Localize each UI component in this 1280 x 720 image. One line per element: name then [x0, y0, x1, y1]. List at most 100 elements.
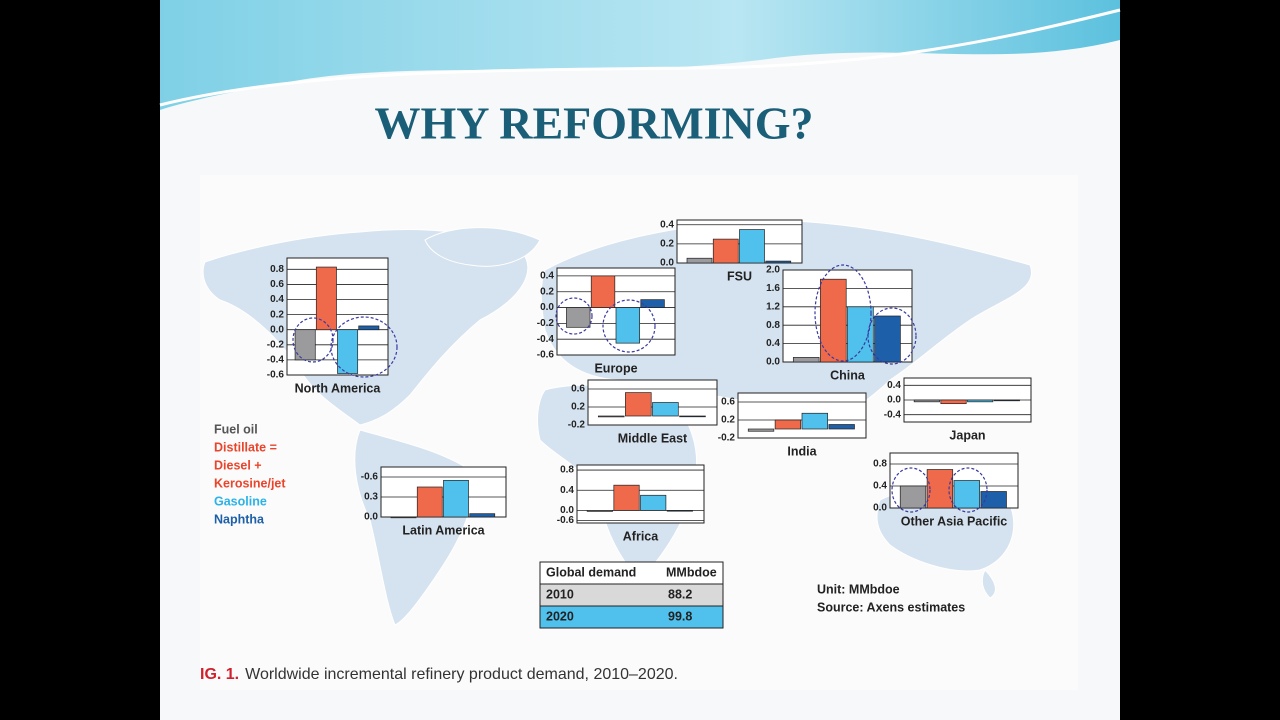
y-tick-label: 2.0	[766, 265, 780, 276]
bar	[640, 494, 667, 511]
bar	[993, 399, 1020, 402]
chart-title: Latin America	[402, 523, 485, 537]
y-tick-label: 0.3	[364, 492, 378, 503]
y-tick-label: 0.0	[560, 505, 574, 516]
y-tick-label: 0.2	[660, 239, 674, 250]
y-tick-label: 0.4	[540, 271, 554, 282]
bar	[712, 238, 739, 264]
bar	[566, 307, 591, 328]
table-cell: 99.8	[668, 609, 692, 623]
bar	[686, 257, 713, 264]
y-tick-label: 0.0	[766, 357, 780, 368]
y-tick-label: -0.2	[267, 339, 285, 350]
y-tick-label: 0.8	[270, 264, 284, 275]
y-tick-label: 0.4	[660, 219, 674, 230]
highlight-circle	[292, 317, 334, 363]
table-cell: 88.2	[668, 587, 692, 601]
caption: IG. 1. Worldwide incremental refinery pro…	[200, 666, 678, 683]
y-tick-label: -0.4	[884, 409, 902, 420]
caption-text: Worldwide incremental refinery product d…	[245, 666, 678, 683]
bar	[294, 329, 316, 361]
y-tick-label: -0.4	[537, 334, 555, 345]
y-tick-label: 1.2	[766, 301, 780, 312]
legend-entry: Distillate =	[214, 440, 277, 454]
bar	[416, 486, 443, 518]
highlight-circle	[814, 264, 872, 362]
y-tick-label: 0.0	[270, 324, 284, 335]
highlight-circle	[948, 467, 988, 513]
legend-entry: Fuel oil	[214, 422, 258, 436]
highlight-circle	[330, 316, 398, 378]
bar	[640, 299, 665, 308]
y-tick-label: 0.6	[270, 279, 284, 290]
y-tick-label: -0.6	[361, 472, 379, 483]
legend-entry: Diesel +	[214, 458, 262, 472]
y-tick-label: 0.0	[540, 302, 554, 313]
y-tick-label: 0.4	[887, 380, 901, 391]
bar	[443, 479, 469, 518]
y-tick-label: 0.4	[560, 485, 574, 496]
y-tick-label: 0.8	[873, 459, 887, 470]
bar	[337, 329, 359, 374]
y-tick-label: -0.6	[537, 350, 555, 361]
y-tick-label: 0.2	[571, 402, 585, 413]
legend-entry: Kerosine/jet	[214, 476, 286, 490]
bar	[980, 491, 1007, 509]
bar	[679, 415, 706, 418]
legend-entry: Gasoline	[214, 494, 267, 508]
bar	[967, 399, 994, 403]
bar	[666, 510, 693, 512]
y-tick-label: 0.0	[660, 258, 674, 269]
y-tick-label: 0.4	[873, 481, 887, 492]
chart-title: Middle East	[618, 431, 688, 445]
caption-label: IG. 1.	[200, 666, 239, 683]
y-tick-label: 0.0	[364, 512, 378, 523]
bar	[940, 399, 967, 405]
table-header: Global demand	[546, 565, 636, 579]
chart-title: Other Asia Pacific	[901, 514, 1008, 528]
bar	[747, 428, 775, 432]
y-tick-label: -0.6	[267, 370, 285, 381]
unit-note: Unit: MMbdoe	[817, 582, 900, 596]
bar	[899, 485, 927, 509]
bar	[801, 412, 828, 430]
y-tick-label: 0.2	[721, 415, 735, 426]
chart-title: Africa	[623, 529, 659, 543]
legend-entry: Naphtha	[214, 512, 265, 526]
bar	[590, 275, 616, 308]
bar	[652, 402, 679, 417]
y-tick-label: 0.2	[270, 309, 284, 320]
bar	[828, 424, 855, 430]
wave-line	[159, 8, 1121, 107]
y-tick-label: 0.0	[873, 503, 887, 514]
y-tick-label: -0.4	[267, 355, 285, 366]
bar	[613, 484, 640, 511]
y-tick-label: -0.2	[537, 318, 555, 329]
bar	[586, 510, 613, 512]
bar	[765, 260, 792, 264]
highlight-circle	[602, 299, 656, 353]
charts: 0.8 0.6 0.4 0.2 0.0 -0.2 -0.4 -0.6 North America…	[267, 219, 1032, 543]
bar	[615, 307, 640, 344]
bar	[820, 278, 847, 363]
chart-title: China	[830, 368, 866, 382]
bar	[469, 513, 496, 518]
bar	[792, 357, 820, 363]
chart-title: India	[787, 444, 817, 458]
highlight-circle	[555, 297, 593, 335]
bar	[315, 266, 337, 331]
chart-title: North America	[295, 381, 382, 395]
table-cell: 2020	[546, 609, 574, 623]
bar	[774, 419, 802, 430]
legend: Fuel oil Distillate = Diesel + Kerosine/jet…	[214, 422, 286, 526]
source-note: Source: Axens estimates	[817, 600, 965, 614]
y-tick-label: 0.4	[270, 294, 284, 305]
y-tick-label: 0.8	[766, 320, 780, 331]
bar	[739, 229, 765, 264]
highlight-circle	[891, 467, 931, 513]
highlight-circle	[867, 307, 917, 365]
slide-title: WHY REFORMING?	[374, 98, 813, 149]
y-tick-label: -0.2	[718, 433, 736, 444]
y-tick-label: 0.0	[887, 395, 901, 406]
